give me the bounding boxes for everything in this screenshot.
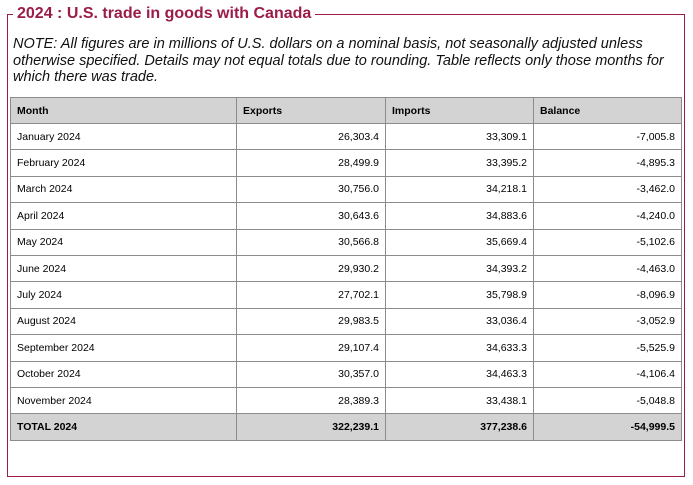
cell-exports: 30,357.0: [236, 360, 386, 388]
cell-balance: -4,463.0: [533, 254, 682, 283]
table-row: January 2024 26,303.4 33,309.1 -7,005.8: [10, 122, 682, 151]
cell-month: January 2024: [10, 122, 237, 151]
cell-exports: 28,499.9: [236, 149, 386, 177]
table-row: February 2024 28,499.9 33,395.2 -4,895.3: [10, 149, 682, 177]
cell-balance: -8,096.9: [533, 281, 682, 309]
cell-exports: 30,643.6: [236, 202, 386, 230]
table-row: March 2024 30,756.0 34,218.1 -3,462.0: [10, 175, 682, 204]
total-balance: -54,999.5: [533, 413, 682, 442]
cell-imports: 33,036.4: [385, 307, 534, 336]
cell-imports: 35,798.9: [385, 281, 534, 309]
cell-month: September 2024: [10, 334, 237, 362]
header-month: Month: [10, 97, 237, 124]
page-title: 2024 : U.S. trade in goods with Canada: [13, 4, 316, 24]
header-exports: Exports: [236, 97, 386, 124]
table-row: July 2024 27,702.1 35,798.9 -8,096.9: [10, 281, 682, 309]
table-row: May 2024 30,566.8 35,669.4 -5,102.6: [10, 228, 682, 256]
cell-imports: 33,438.1: [385, 386, 534, 415]
cell-balance: -3,462.0: [533, 175, 682, 204]
cell-balance: -4,240.0: [533, 202, 682, 230]
total-row: TOTAL 2024 322,239.1 377,238.6 -54,999.5: [10, 413, 682, 442]
cell-month: April 2024: [10, 202, 237, 230]
cell-month: July 2024: [10, 281, 237, 309]
cell-exports: 29,930.2: [236, 254, 386, 283]
cell-imports: 33,395.2: [385, 149, 534, 177]
cell-exports: 30,566.8: [236, 228, 386, 256]
cell-month: June 2024: [10, 254, 237, 283]
cell-exports: 26,303.4: [236, 122, 386, 151]
cell-exports: 27,702.1: [236, 281, 386, 309]
table-row: October 2024 30,357.0 34,463.3 -4,106.4: [10, 360, 682, 388]
header-imports: Imports: [385, 97, 534, 124]
cell-month: February 2024: [10, 149, 237, 177]
total-exports: 322,239.1: [236, 413, 386, 442]
cell-imports: 34,633.3: [385, 334, 534, 362]
cell-balance: -5,525.9: [533, 334, 682, 362]
cell-month: May 2024: [10, 228, 237, 256]
cell-balance: -4,895.3: [533, 149, 682, 177]
cell-balance: -5,048.8: [533, 386, 682, 415]
cell-imports: 33,309.1: [385, 122, 534, 151]
cell-imports: 34,463.3: [385, 360, 534, 388]
cell-imports: 35,669.4: [385, 228, 534, 256]
cell-month: November 2024: [10, 386, 237, 415]
cell-balance: -4,106.4: [533, 360, 682, 388]
table-row: April 2024 30,643.6 34,883.6 -4,240.0: [10, 202, 682, 230]
cell-exports: 29,107.4: [236, 334, 386, 362]
cell-balance: -7,005.8: [533, 122, 682, 151]
cell-month: October 2024: [10, 360, 237, 388]
total-label: TOTAL 2024: [10, 413, 237, 442]
cell-imports: 34,393.2: [385, 254, 534, 283]
header-balance: Balance: [533, 97, 682, 124]
total-imports: 377,238.6: [385, 413, 534, 442]
cell-exports: 29,983.5: [236, 307, 386, 336]
cell-imports: 34,883.6: [385, 202, 534, 230]
cell-imports: 34,218.1: [385, 175, 534, 204]
cell-exports: 28,389.3: [236, 386, 386, 415]
table-row: August 2024 29,983.5 33,036.4 -3,052.9: [10, 307, 682, 336]
cell-exports: 30,756.0: [236, 175, 386, 204]
note-text: NOTE: All figures are in millions of U.S…: [13, 36, 664, 85]
cell-balance: -5,102.6: [533, 228, 682, 256]
trade-table: Month Exports Imports Balance January 20…: [10, 97, 682, 442]
cell-month: March 2024: [10, 175, 237, 204]
table-row: September 2024 29,107.4 34,633.3 -5,525.…: [10, 334, 682, 362]
table-row: June 2024 29,930.2 34,393.2 -4,463.0: [10, 254, 682, 283]
cell-month: August 2024: [10, 307, 237, 336]
cell-balance: -3,052.9: [533, 307, 682, 336]
table-header-row: Month Exports Imports Balance: [10, 97, 682, 124]
trade-panel: [7, 14, 685, 477]
table-row: November 2024 28,389.3 33,438.1 -5,048.8: [10, 386, 682, 415]
